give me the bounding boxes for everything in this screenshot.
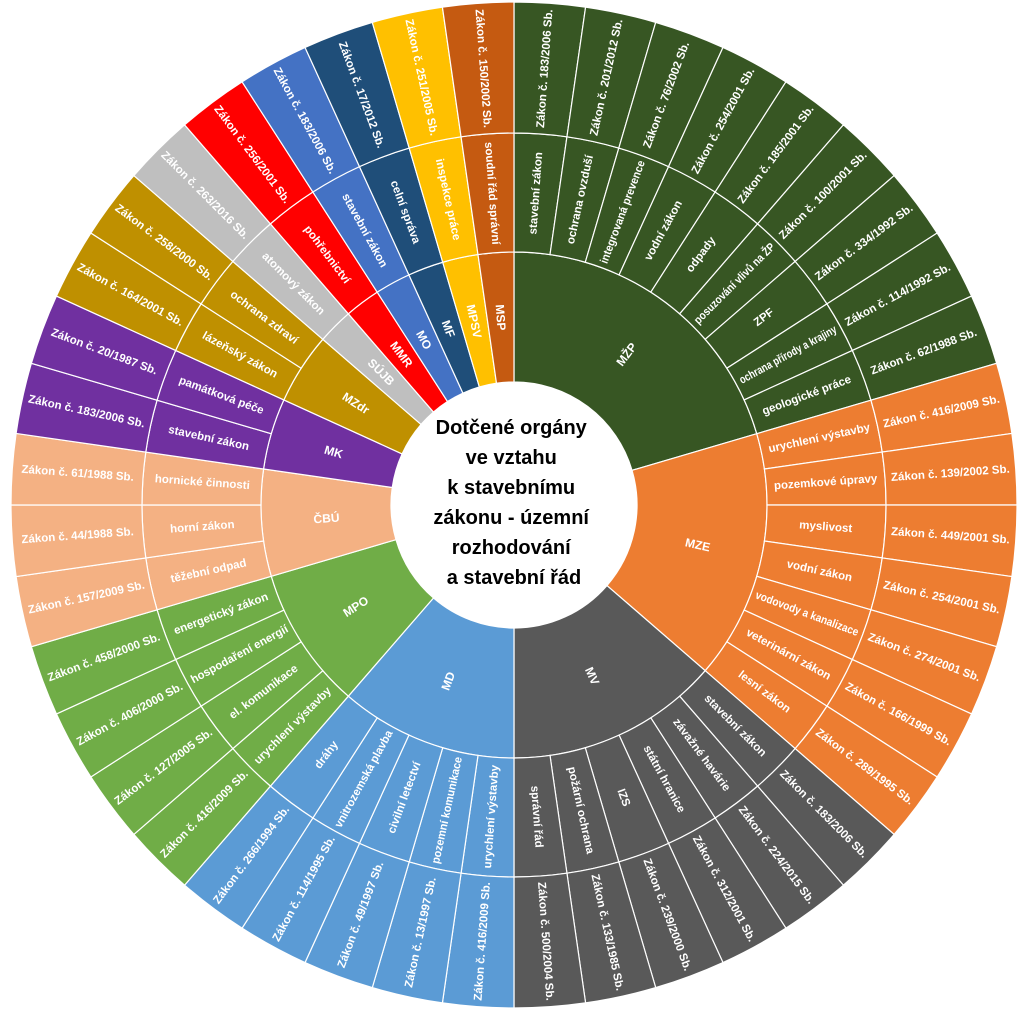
- center-line-6: a stavební řád: [447, 567, 582, 589]
- topic-label-mv-4: IZS: [614, 787, 632, 808]
- center-line-2: ve vztahu: [466, 447, 557, 469]
- center-circle: [391, 382, 637, 628]
- topic-label-mzp-1: stavební zákon: [527, 152, 545, 235]
- group-label-mf: MF: [439, 318, 458, 339]
- rings: [10, 1, 1018, 1009]
- center-title: Dotčené orgány ve vztahu k stavebnímu zá…: [433, 417, 594, 589]
- group-label-msp: MSP: [493, 304, 509, 331]
- group-label-mv: MV: [582, 665, 602, 687]
- center-line-4: zákonu - územní: [433, 507, 590, 529]
- group-label-mze: MZE: [684, 535, 712, 554]
- center-line-3: k stavebnímu: [447, 477, 575, 499]
- group-label-cbu: ČBÚ: [313, 510, 340, 527]
- center-line-5: rozhodování: [452, 537, 572, 559]
- group-label-md: MD: [438, 670, 458, 693]
- law-segment-msp-1: [441, 1, 515, 138]
- topic-label-cbu-2: horní zákon: [170, 519, 235, 536]
- group-label-mk: MK: [323, 443, 345, 462]
- topic-label-mze-3: myslivost: [799, 519, 853, 535]
- topic-label-mv-6: správní řád: [528, 785, 544, 848]
- center-line-1: Dotčené orgány: [436, 417, 588, 439]
